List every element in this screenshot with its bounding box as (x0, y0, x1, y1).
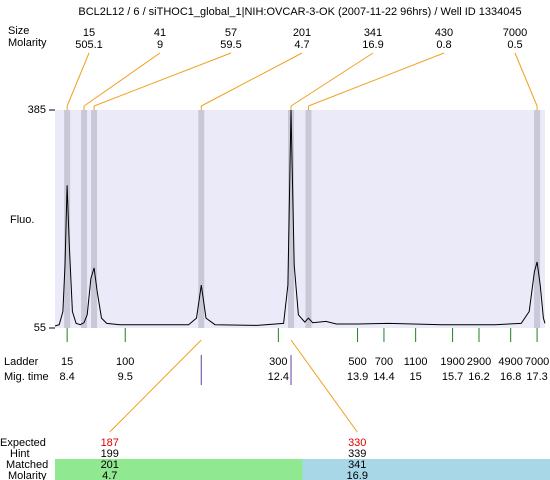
mig-time-label: Mig. time (4, 371, 49, 383)
peak-size: 57 (225, 27, 237, 39)
peak-molarity: 505.1 (75, 39, 103, 51)
expected-connector (290, 339, 358, 433)
ladder-size: 1100 (404, 356, 428, 368)
expected-connector (109, 339, 202, 433)
ladder-time: 14.4 (373, 371, 394, 383)
trace (54, 109, 546, 327)
matched-value: 201 (101, 459, 119, 471)
match-bar (302, 459, 550, 480)
size-label: Size (8, 25, 29, 37)
ladder-time: 12.4 (268, 371, 289, 383)
ladder-size: 500 (348, 356, 366, 368)
peak-molarity: 0.5 (507, 39, 522, 51)
y-tick-label: 385 (28, 104, 46, 116)
molarity-value: 16.9 (347, 470, 368, 480)
match-bar (55, 459, 303, 480)
expected-value: 330 (348, 437, 366, 449)
peak-connector (308, 52, 445, 107)
ladder-size: 15 (61, 356, 73, 368)
ladder-size: 4900 (498, 356, 522, 368)
matched-label: Matched (6, 459, 48, 471)
peak-connector (290, 52, 374, 107)
peak-size: 341 (364, 27, 382, 39)
peak-molarity: 59.5 (220, 39, 241, 51)
ladder-size: 100 (116, 356, 134, 368)
ladder-label: Ladder (4, 356, 39, 368)
peak-molarity: 9 (157, 39, 163, 51)
ladder-size: 2900 (467, 356, 491, 368)
peak-band (288, 110, 295, 328)
matched-value: 341 (348, 459, 366, 471)
ladder-time: 8.4 (59, 371, 74, 383)
peak-molarity: 16.9 (362, 39, 383, 51)
peak-molarity: 0.8 (436, 39, 451, 51)
ladder-size: 300 (269, 356, 287, 368)
hint-value: 339 (348, 448, 366, 460)
ladder-size: 700 (375, 356, 393, 368)
y-axis-label: Fluo. (10, 214, 34, 226)
expected-label: Expected (0, 437, 46, 449)
peak-size: 430 (435, 27, 453, 39)
peak-connector (93, 52, 232, 107)
exp-molarity-label: Molarity (8, 470, 47, 480)
hint-label: Hint (10, 448, 30, 460)
peak-connector (83, 52, 161, 107)
peak-molarity: 4.7 (294, 39, 309, 51)
expected-value: 187 (101, 437, 119, 449)
ladder-time: 16.2 (468, 371, 489, 383)
peak-band (534, 110, 541, 328)
peak-size: 201 (293, 27, 311, 39)
peak-connector (201, 52, 303, 107)
ladder-time: 15 (410, 371, 422, 383)
peak-band (81, 110, 88, 328)
peak-band (91, 110, 98, 328)
ladder-time: 17.3 (526, 371, 547, 383)
ladder-size: 7000 (525, 356, 549, 368)
peak-band (64, 110, 71, 328)
plot-area (55, 110, 545, 328)
peak-connector (66, 52, 90, 107)
peak-connector (514, 52, 538, 107)
molarity-label: Molarity (8, 37, 47, 49)
ladder-size: 1900 (440, 356, 464, 368)
ladder-time: 9.5 (118, 371, 133, 383)
title: BCL2L12 / 6 / siTHOC1_global_1|NIH:OVCAR… (78, 6, 521, 18)
ladder-time: 15.7 (442, 371, 463, 383)
molarity-value: 4.7 (102, 470, 117, 480)
peak-size: 7000 (503, 27, 527, 39)
peak-size: 41 (154, 27, 166, 39)
ladder-time: 16.8 (500, 371, 521, 383)
peak-band (198, 110, 205, 328)
hint-value: 199 (101, 448, 119, 460)
peak-size: 15 (83, 27, 95, 39)
peak-band (305, 110, 312, 328)
y-tick-label: 55 (34, 322, 46, 334)
ladder-time: 13.9 (347, 371, 368, 383)
